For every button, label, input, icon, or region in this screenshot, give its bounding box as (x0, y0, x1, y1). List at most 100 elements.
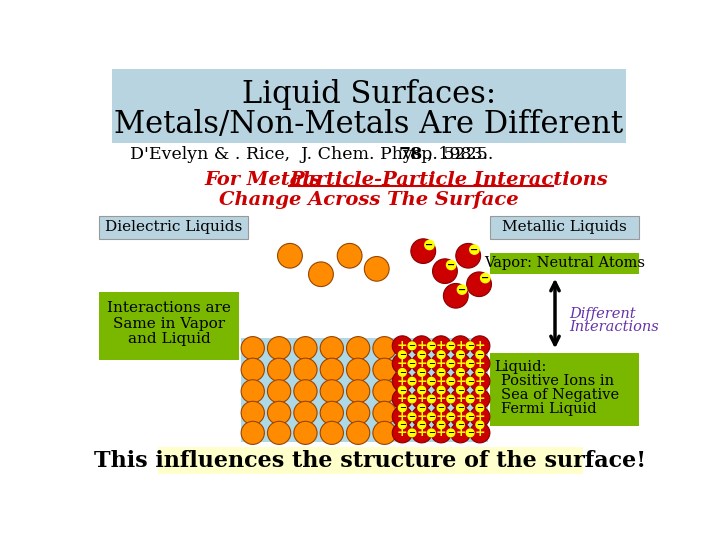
Circle shape (392, 354, 413, 374)
Text: −: − (457, 350, 464, 359)
Text: −: − (428, 377, 435, 386)
Text: −: − (418, 350, 426, 359)
Circle shape (476, 421, 484, 429)
Text: Change Across The Surface: Change Across The Surface (219, 191, 519, 210)
Circle shape (320, 380, 343, 403)
Text: +: + (416, 427, 427, 440)
Circle shape (241, 336, 264, 360)
Text: : p. 5225.: : p. 5225. (410, 146, 493, 164)
Circle shape (428, 395, 436, 403)
Circle shape (447, 360, 454, 367)
Text: +: + (455, 375, 466, 388)
FancyBboxPatch shape (112, 69, 626, 143)
Text: This influences the structure of the surface!: This influences the structure of the sur… (94, 450, 647, 471)
Circle shape (428, 413, 436, 421)
Circle shape (469, 336, 490, 356)
Text: Metals/Non-Metals Are Different: Metals/Non-Metals Are Different (114, 110, 624, 140)
Circle shape (469, 354, 490, 374)
Circle shape (428, 429, 436, 437)
Circle shape (320, 336, 343, 360)
Text: +: + (455, 393, 466, 406)
Text: −: − (438, 350, 444, 359)
Text: Interactions: Interactions (569, 320, 659, 334)
FancyBboxPatch shape (490, 353, 639, 426)
Circle shape (431, 423, 451, 443)
Text: +: + (474, 410, 485, 423)
Circle shape (241, 401, 264, 424)
Text: −: − (477, 403, 483, 413)
Circle shape (411, 239, 436, 264)
Text: +: + (455, 410, 466, 423)
Circle shape (346, 401, 370, 424)
Text: Same in Vapor: Same in Vapor (113, 316, 225, 330)
Circle shape (428, 377, 436, 385)
Text: −: − (438, 420, 444, 429)
Text: −: − (428, 395, 435, 403)
Circle shape (447, 342, 454, 350)
Circle shape (294, 401, 317, 424)
FancyBboxPatch shape (158, 447, 583, 475)
Text: +: + (474, 427, 485, 440)
Circle shape (267, 358, 291, 381)
Text: +: + (416, 393, 427, 406)
Circle shape (476, 404, 484, 411)
Circle shape (412, 389, 432, 409)
Text: −: − (467, 395, 474, 403)
Text: Dielectric Liquids: Dielectric Liquids (105, 220, 243, 234)
Circle shape (431, 407, 451, 427)
Circle shape (392, 423, 413, 443)
Circle shape (467, 360, 474, 367)
Circle shape (294, 421, 317, 444)
Text: +: + (455, 339, 466, 353)
Circle shape (456, 404, 464, 411)
Circle shape (373, 421, 396, 444)
Text: Vapor: Neutral Atoms: Vapor: Neutral Atoms (484, 256, 645, 271)
Circle shape (451, 372, 471, 392)
Text: Fermi Liquid: Fermi Liquid (500, 402, 596, 416)
Text: Liquid Surfaces:: Liquid Surfaces: (242, 78, 496, 110)
Circle shape (294, 358, 317, 381)
Text: −: − (408, 377, 415, 386)
Text: Liquid:: Liquid: (495, 360, 547, 374)
Circle shape (437, 369, 445, 376)
Circle shape (431, 336, 451, 356)
Text: +: + (474, 375, 485, 388)
Text: +: + (436, 410, 446, 423)
Circle shape (447, 395, 454, 403)
Circle shape (267, 380, 291, 403)
Text: Metallic Liquids: Metallic Liquids (502, 220, 626, 234)
Circle shape (469, 389, 490, 409)
Circle shape (408, 429, 416, 437)
Text: −: − (457, 386, 464, 395)
Circle shape (433, 259, 457, 284)
Circle shape (241, 358, 264, 381)
Circle shape (241, 380, 264, 403)
Text: +: + (436, 427, 446, 440)
Text: −: − (408, 412, 415, 421)
Circle shape (451, 423, 471, 443)
Circle shape (451, 336, 471, 356)
Text: −: − (438, 386, 444, 395)
Text: −: − (458, 285, 466, 295)
Text: −: − (428, 428, 435, 437)
Circle shape (428, 342, 436, 350)
FancyBboxPatch shape (396, 338, 487, 442)
Circle shape (447, 429, 454, 437)
Circle shape (373, 358, 396, 381)
Circle shape (392, 336, 413, 356)
Text: −: − (457, 368, 464, 377)
Circle shape (456, 351, 464, 359)
Circle shape (398, 404, 406, 411)
Text: −: − (477, 350, 483, 359)
Circle shape (392, 372, 413, 392)
Circle shape (392, 389, 413, 409)
Circle shape (408, 360, 416, 367)
FancyBboxPatch shape (99, 215, 248, 239)
Circle shape (241, 421, 264, 444)
Text: −: − (447, 260, 455, 270)
Text: +: + (397, 375, 408, 388)
Circle shape (457, 285, 467, 294)
Text: For Metals: For Metals (204, 171, 328, 190)
FancyBboxPatch shape (490, 253, 639, 274)
FancyBboxPatch shape (99, 292, 239, 360)
